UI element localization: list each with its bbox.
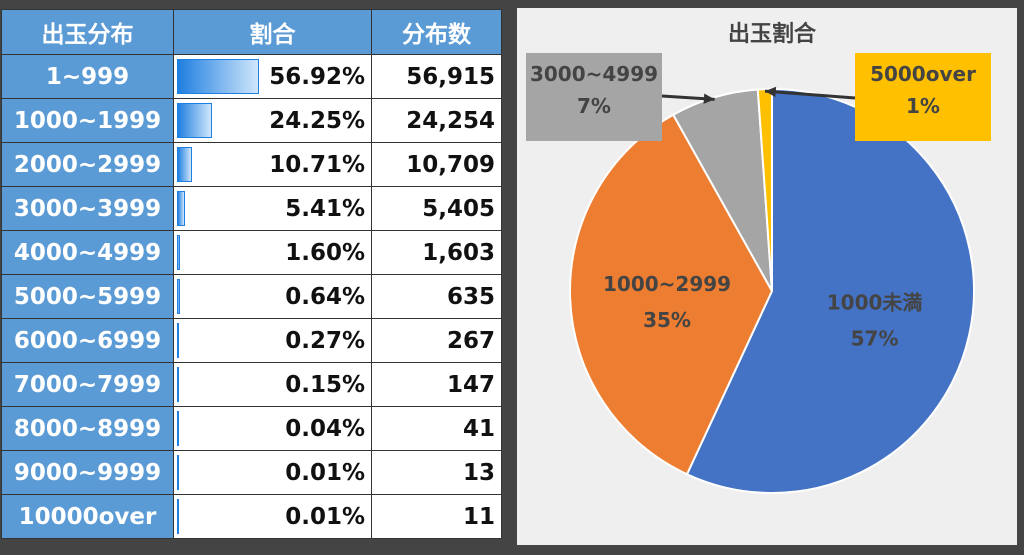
percentage-text: 0.15% [285,371,365,398]
table-row: 8000~8999 0.04% 41 [1,406,502,451]
data-bar [177,59,259,94]
table-row: 1000~1999 24.25% 24,254 [1,98,502,143]
row-percentage: 24.25% [173,98,372,143]
row-percentage: 0.64% [173,274,372,319]
row-percentage: 10.71% [173,142,372,187]
row-range: 1~999 [1,54,174,99]
percentage-text: 10.71% [269,151,365,178]
row-range: 8000~8999 [1,406,174,451]
data-bar [177,279,180,314]
callout-name-label: 5000over [870,62,976,86]
percentage-text: 0.01% [285,503,365,530]
percentage-text: 56.92% [269,63,365,90]
row-range: 3000~3999 [1,186,174,231]
callout-arrowhead [764,86,777,98]
row-count: 1,603 [371,230,502,275]
data-bar [177,147,193,182]
row-count: 24,254 [371,98,502,143]
row-percentage: 56.92% [173,54,372,99]
percentage-text: 5.41% [285,195,365,222]
row-count: 41 [371,406,502,451]
table-row: 6000~6999 0.27% 267 [1,318,502,363]
table-row: 5000~5999 0.64% 635 [1,274,502,319]
data-bar [177,499,179,534]
row-range: 9000~9999 [1,450,174,495]
row-percentage: 1.60% [173,230,372,275]
distribution-table-panel: 出玉分布 割合 分布数 1~999 56.92% 56,915 1000~1999 24… [0,0,508,555]
percentage-text: 24.25% [269,107,365,134]
row-count: 267 [371,318,502,363]
percentage-text: 0.27% [285,327,365,354]
slice-name-label: 1000~2999 [603,272,731,296]
data-bar [177,191,185,226]
row-range: 10000over [1,494,174,539]
row-range: 6000~6999 [1,318,174,363]
callout-leader-line [764,89,856,100]
row-percentage: 0.15% [173,362,372,407]
slice-name-label: 1000未満 [827,291,923,315]
row-count: 11 [371,494,502,539]
data-bar [177,411,179,446]
callout-box [526,53,662,141]
distribution-table: 出玉分布 割合 分布数 1~999 56.92% 56,915 1000~1999 24… [1,9,502,539]
percentage-text: 0.64% [285,283,365,310]
percentage-text: 1.60% [285,239,365,266]
percentage-text: 0.04% [285,415,365,442]
row-count: 10,709 [371,142,502,187]
row-range: 2000~2999 [1,142,174,187]
table-row: 3000~3999 5.41% 5,405 [1,186,502,231]
data-bar [177,323,179,358]
table-header-row: 出玉分布 割合 分布数 [1,9,502,55]
callout-value-label: 7% [577,94,611,118]
pie-chart: 出玉割合 1000未満 57% 1000~2999 35% 3000~4999 7% 5000… [526,21,991,494]
pie-slice [569,113,774,476]
data-bar [177,367,179,402]
data-bar [177,455,179,490]
row-count: 13 [371,450,502,495]
table-row: 4000~4999 1.60% 1,603 [1,230,502,275]
callout-box [855,53,991,141]
data-bar [177,235,180,270]
table-row: 7000~7999 0.15% 147 [1,362,502,407]
row-range: 7000~7999 [1,362,174,407]
header-percentage: 割合 [173,9,372,55]
row-percentage: 0.01% [173,450,372,495]
table-row: 2000~2999 10.71% 10,709 [1,142,502,187]
row-percentage: 0.01% [173,494,372,539]
row-range: 5000~5999 [1,274,174,319]
header-count: 分布数 [371,9,502,55]
row-percentage: 0.27% [173,318,372,363]
table-row: 9000~9999 0.01% 13 [1,450,502,495]
row-count: 635 [371,274,502,319]
row-count: 5,405 [371,186,502,231]
callout-value-label: 1% [906,94,940,118]
table-row: 10000over 0.01% 11 [1,494,502,539]
row-count: 147 [371,362,502,407]
slice-value-label: 57% [851,327,899,351]
callout-arrowhead [703,93,715,104]
row-range: 4000~4999 [1,230,174,275]
callout-name-label: 3000~4999 [530,62,658,86]
slice-value-label: 35% [643,308,691,332]
chart-title: 出玉割合 [728,21,817,47]
row-percentage: 5.41% [173,186,372,231]
pie-chart-panel: 出玉割合 1000未満 57% 1000~2999 35% 3000~4999 7% 5000… [517,8,1017,545]
row-count: 56,915 [371,54,502,99]
data-bar [177,103,212,138]
header-range: 出玉分布 [1,9,174,55]
row-percentage: 0.04% [173,406,372,451]
percentage-text: 0.01% [285,459,365,486]
row-range: 1000~1999 [1,98,174,143]
table-row: 1~999 56.92% 56,915 [1,54,502,99]
